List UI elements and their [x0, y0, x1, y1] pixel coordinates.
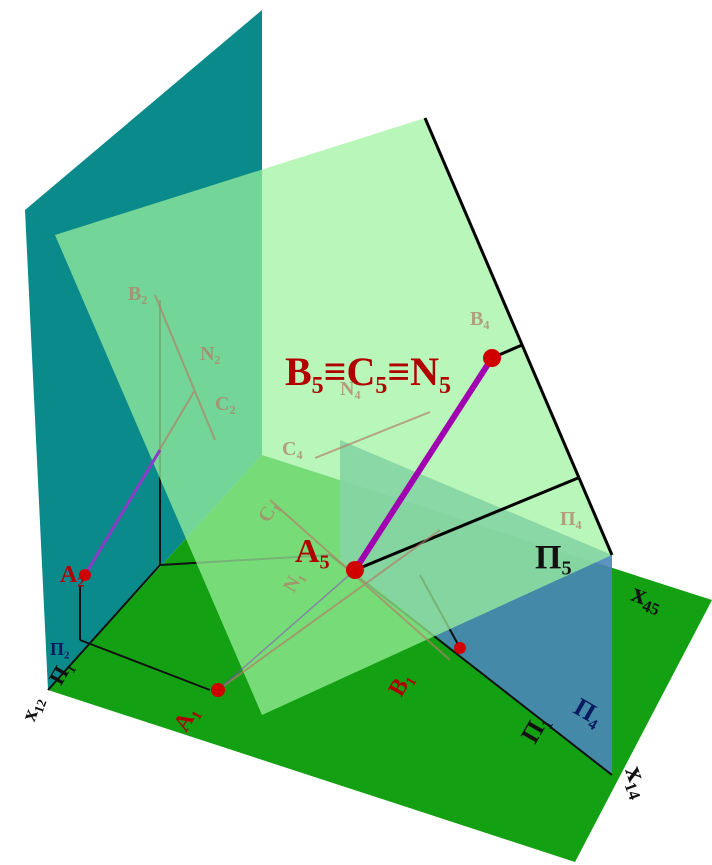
label: x₁₂ — [15, 693, 47, 725]
segment-a5b5 — [352, 356, 495, 572]
label: Π₅ — [535, 539, 572, 576]
label: N₄ — [340, 378, 360, 400]
plane-pi5 — [55, 118, 612, 715]
link — [217, 569, 356, 691]
point-b1 — [454, 642, 466, 654]
label: C₂ — [215, 393, 235, 415]
point-a5 — [346, 561, 364, 579]
label: A₂ — [60, 562, 85, 588]
label: B₄ — [470, 308, 489, 330]
label: B₅≡C₅≡N₅ — [285, 349, 451, 394]
label: x₁₄ — [618, 762, 658, 802]
label: A₅ — [295, 533, 330, 570]
label: B₂ — [128, 283, 147, 305]
label: Π₂ — [50, 639, 69, 659]
point-b5 — [483, 349, 501, 367]
point-a1 — [211, 683, 225, 697]
label: Π₄ — [560, 508, 582, 530]
segment-a2 — [83, 449, 162, 576]
point-a2 — [79, 569, 91, 581]
label: C₄ — [282, 438, 302, 460]
label: N₂ — [200, 343, 220, 365]
